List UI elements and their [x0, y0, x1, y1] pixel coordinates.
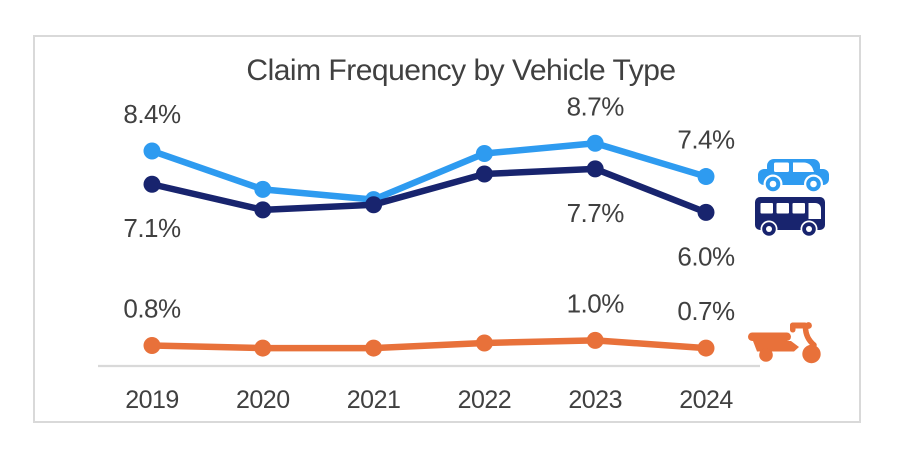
- scooter-marker-2022: [475, 334, 493, 352]
- bus-icon: [755, 197, 825, 238]
- car-marker-2020: [254, 180, 272, 198]
- scooter-marker-2020: [254, 339, 272, 357]
- data-label: 0.8%: [123, 294, 181, 324]
- car-line: [148, 140, 710, 203]
- data-label: 7.7%: [567, 198, 625, 228]
- scooter-marker-2024: [697, 339, 715, 357]
- car-marker-2023: [586, 134, 604, 152]
- x-axis-label: 2021: [347, 386, 401, 414]
- data-label: 7.4%: [677, 125, 735, 155]
- data-label: 8.4%: [123, 99, 181, 129]
- data-label: 1.0%: [567, 288, 625, 318]
- car-icon: [758, 156, 829, 194]
- x-axis-label: 2019: [125, 386, 179, 414]
- bus-line: [148, 165, 710, 216]
- chart-card: Claim Frequency by Vehicle Type 8.4% 8.7%…: [33, 35, 861, 423]
- bus-marker-2021: [365, 196, 383, 214]
- bus-marker-2024: [697, 203, 715, 221]
- bus-marker-2020: [254, 201, 272, 219]
- chart-title: Claim Frequency by Vehicle Type: [246, 54, 676, 87]
- x-axis-label: 2020: [236, 386, 290, 414]
- x-axis-label: 2023: [568, 386, 622, 414]
- x-axis-label: 2024: [679, 386, 733, 414]
- bus-marker-2023: [586, 160, 604, 178]
- scooter-line: [148, 337, 710, 352]
- data-label: 0.7%: [677, 296, 735, 326]
- scooter-icon: [746, 320, 828, 364]
- car-marker-2022: [475, 145, 493, 163]
- bus-marker-2019: [143, 175, 161, 193]
- x-axis-label: 2022: [458, 386, 512, 414]
- scooter-marker-2019: [143, 337, 161, 355]
- data-label: 8.7%: [567, 91, 625, 121]
- car-marker-2024: [697, 168, 715, 186]
- line-chart-plot: 8.4% 8.7% 7.4% 7.1% 7.7% 6.0% 0.8% 1.0% 0.7% 2019…: [98, 91, 760, 414]
- car-marker-2019: [143, 142, 161, 160]
- data-label: 6.0%: [677, 241, 735, 271]
- data-label: 7.1%: [123, 213, 181, 243]
- scooter-marker-2023: [586, 331, 604, 349]
- scooter-marker-2021: [365, 339, 383, 357]
- bus-marker-2022: [475, 165, 493, 183]
